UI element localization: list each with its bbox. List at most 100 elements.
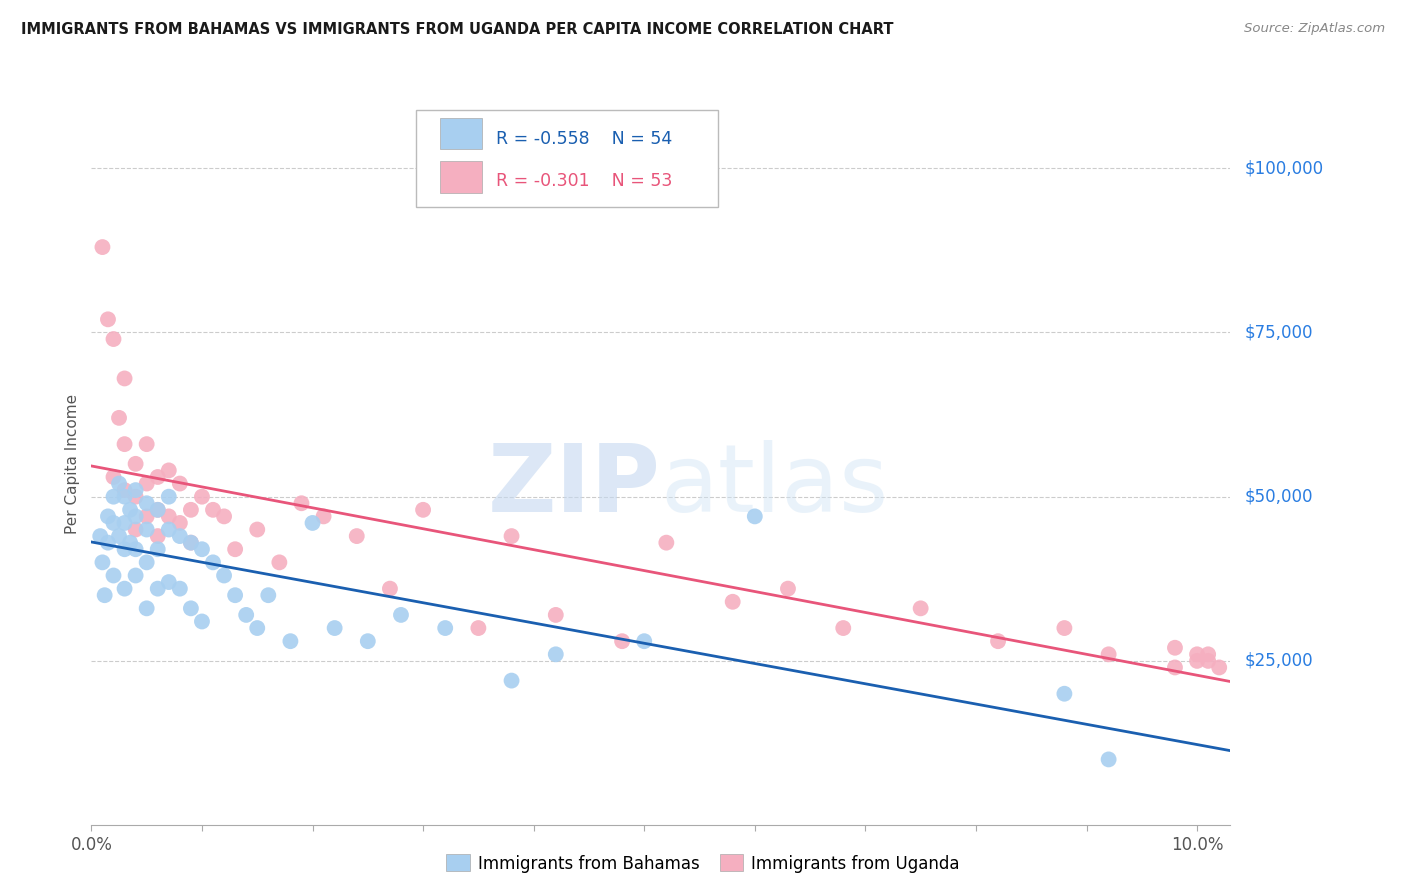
Point [135,476,157,491]
Point [157,509,180,524]
Point [135,496,157,510]
Point [114,516,136,530]
Text: $75,000: $75,000 [1244,324,1313,342]
Point [246,523,269,537]
Point [120,503,142,517]
Point [202,503,225,517]
Text: Source: ZipAtlas.com: Source: ZipAtlas.com [1244,22,1385,36]
Point [323,621,346,635]
Point [124,542,146,557]
Point [1197,648,1219,662]
Point [269,555,291,569]
Point [180,601,202,615]
Point [108,410,131,425]
Point [312,509,335,524]
Point [97,535,120,549]
FancyBboxPatch shape [440,118,482,149]
Point [120,535,142,549]
Point [135,509,157,524]
Point [1097,752,1119,766]
Point [389,607,412,622]
Point [1164,660,1187,674]
Point [91,240,114,254]
Point [1053,687,1076,701]
Point [146,529,169,543]
Y-axis label: Per Capita Income: Per Capita Income [65,393,80,534]
Point [346,529,368,543]
Point [93,588,115,602]
Point [157,575,180,590]
Point [501,529,523,543]
Point [146,470,169,484]
Point [103,568,125,582]
Point [157,523,180,537]
Text: $100,000: $100,000 [1244,160,1323,178]
Point [124,490,146,504]
Point [832,621,855,635]
Point [108,476,131,491]
Point [135,437,157,451]
Point [224,542,246,557]
Point [257,588,280,602]
Text: $25,000: $25,000 [1244,652,1313,670]
Point [191,542,214,557]
Point [124,457,146,471]
Point [544,607,567,622]
FancyBboxPatch shape [416,110,718,207]
Point [434,621,457,635]
Point [103,516,125,530]
Point [1185,648,1208,662]
Point [987,634,1010,648]
Text: $50,000: $50,000 [1244,488,1313,506]
Point [301,516,323,530]
Text: R = -0.558    N = 54: R = -0.558 N = 54 [496,130,672,148]
Point [1197,654,1219,668]
Point [97,312,120,326]
Point [103,490,125,504]
Point [721,595,744,609]
Text: IMMIGRANTS FROM BAHAMAS VS IMMIGRANTS FROM UGANDA PER CAPITA INCOME CORRELATION : IMMIGRANTS FROM BAHAMAS VS IMMIGRANTS FR… [21,22,894,37]
Point [501,673,523,688]
Point [180,535,202,549]
Point [114,483,136,497]
Point [146,503,169,517]
Text: R = -0.301    N = 53: R = -0.301 N = 53 [496,172,672,190]
Text: ZIP: ZIP [488,440,661,532]
Point [124,568,146,582]
Point [89,529,111,543]
Point [114,542,136,557]
Point [180,535,202,549]
Point [610,634,633,648]
Point [135,601,157,615]
Point [180,503,202,517]
Point [202,555,225,569]
Point [544,648,567,662]
Point [108,529,131,543]
Point [124,509,146,524]
Point [212,509,235,524]
Point [412,503,434,517]
Point [655,535,678,549]
Point [135,555,157,569]
Point [633,634,655,648]
Point [378,582,401,596]
Point [1053,621,1076,635]
Point [1208,660,1230,674]
Point [103,470,125,484]
Point [114,371,136,385]
Point [135,523,157,537]
Point [235,607,257,622]
Point [290,496,312,510]
Point [124,483,146,497]
Point [246,621,269,635]
Point [114,437,136,451]
FancyBboxPatch shape [440,161,482,193]
Point [97,509,120,524]
Point [146,503,169,517]
Point [357,634,380,648]
Legend: Immigrants from Bahamas, Immigrants from Uganda: Immigrants from Bahamas, Immigrants from… [440,847,966,880]
Point [1164,640,1187,655]
Point [146,542,169,557]
Point [224,588,246,602]
Point [191,490,214,504]
